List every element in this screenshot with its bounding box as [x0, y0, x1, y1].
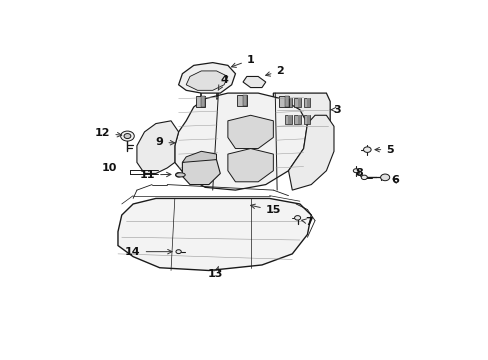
Bar — [195, 96, 205, 107]
Text: 2: 2 — [265, 66, 284, 76]
Circle shape — [124, 134, 131, 139]
Text: 5: 5 — [374, 145, 393, 155]
Bar — [237, 95, 246, 105]
Text: 14: 14 — [125, 247, 172, 257]
Circle shape — [363, 147, 370, 152]
Bar — [288, 98, 291, 107]
Bar — [284, 115, 291, 123]
Text: 1: 1 — [231, 55, 254, 67]
Polygon shape — [182, 157, 220, 185]
Circle shape — [353, 169, 358, 173]
Bar — [284, 96, 288, 107]
Circle shape — [121, 131, 134, 141]
Polygon shape — [186, 71, 227, 90]
Bar — [288, 115, 291, 123]
Bar — [307, 115, 310, 123]
Circle shape — [175, 173, 181, 177]
Bar — [303, 115, 310, 123]
Bar — [284, 98, 291, 107]
Text: 12: 12 — [95, 128, 122, 138]
Bar — [243, 95, 246, 105]
Bar — [201, 96, 205, 107]
Text: 11: 11 — [140, 170, 171, 180]
Text: 8: 8 — [354, 168, 362, 179]
Polygon shape — [288, 115, 333, 190]
Circle shape — [294, 216, 300, 220]
Polygon shape — [178, 63, 235, 93]
Text: 3: 3 — [330, 105, 340, 115]
Bar — [297, 98, 301, 107]
Polygon shape — [243, 76, 265, 87]
Bar — [294, 115, 301, 123]
Text: 7: 7 — [301, 217, 312, 227]
Bar — [279, 96, 288, 107]
Circle shape — [176, 250, 181, 253]
Ellipse shape — [175, 173, 185, 177]
Polygon shape — [175, 93, 307, 190]
Bar — [294, 98, 301, 107]
Circle shape — [380, 174, 389, 181]
Bar — [307, 98, 310, 107]
Text: 4: 4 — [218, 75, 227, 90]
Polygon shape — [118, 198, 311, 270]
Polygon shape — [227, 149, 273, 182]
Polygon shape — [182, 151, 216, 162]
Text: 9: 9 — [155, 138, 174, 148]
Bar — [303, 98, 310, 107]
Circle shape — [361, 175, 366, 180]
Text: 10: 10 — [102, 163, 117, 174]
Bar — [297, 115, 301, 123]
Text: 15: 15 — [250, 204, 281, 215]
Text: 13: 13 — [207, 266, 223, 279]
Text: 6: 6 — [391, 175, 399, 185]
Polygon shape — [227, 115, 273, 149]
Polygon shape — [273, 93, 329, 138]
Polygon shape — [137, 121, 178, 174]
